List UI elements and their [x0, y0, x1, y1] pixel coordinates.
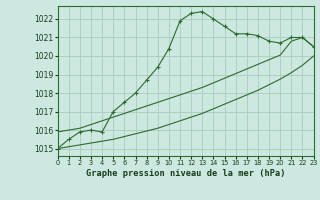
X-axis label: Graphe pression niveau de la mer (hPa): Graphe pression niveau de la mer (hPa): [86, 169, 285, 178]
